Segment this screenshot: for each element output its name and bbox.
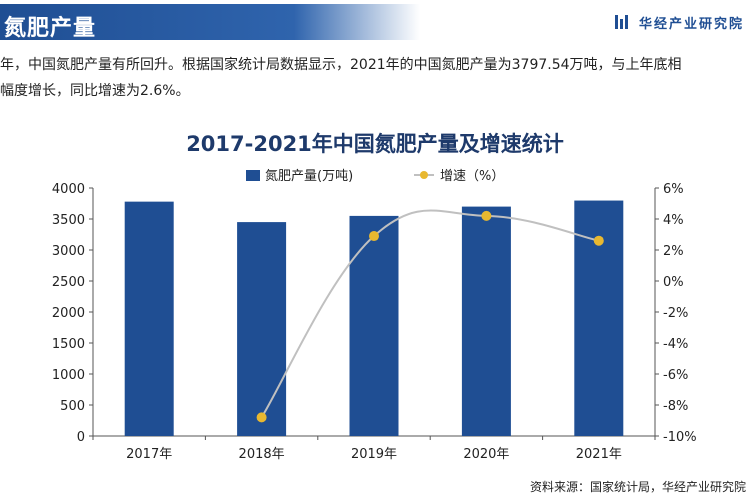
legend-bar-swatch	[246, 170, 260, 181]
legend-line-marker	[420, 171, 428, 179]
y-right-tick-label: 4%	[663, 213, 684, 228]
y-right-tick-label: -2%	[663, 306, 688, 321]
page-title: 氮肥产量	[4, 16, 97, 41]
y-left-tick-label: 1000	[52, 368, 85, 383]
bar	[461, 206, 511, 436]
description-line-2: 幅度增长，同比增速为2.6%。	[0, 83, 190, 99]
title-bar: 氮肥产量	[0, 4, 420, 41]
y-right-tick-label: 2%	[663, 244, 684, 259]
y-left-tick-label: 1500	[52, 337, 85, 352]
y-right-tick-label: 0%	[663, 275, 684, 290]
header: 氮肥产量 华经产业研究院	[0, 0, 750, 44]
brand-name: 华经产业研究院	[638, 16, 744, 32]
y-left-tick-label: 3500	[52, 213, 85, 228]
source-note: 资料来源：国家统计局，华经产业研究院	[529, 480, 746, 494]
brand: 华经产业研究院	[614, 10, 744, 34]
x-tick-label: 2018年	[239, 447, 285, 462]
legend-bar-label: 氮肥产量(万吨)	[265, 169, 353, 184]
bar	[237, 222, 287, 436]
x-tick-label: 2020年	[463, 447, 509, 462]
y-right-tick-label: -4%	[663, 337, 688, 352]
growth-point	[256, 412, 267, 423]
x-tick-label: 2019年	[351, 447, 397, 462]
y-right-tick-label: -10%	[663, 430, 697, 445]
growth-point	[593, 235, 604, 246]
y-right-tick-label: -8%	[663, 399, 688, 414]
y-right-tick-label: -6%	[663, 368, 688, 383]
description-line-1: 年，中国氮肥产量有所回升。根据国家统计局数据显示，2021年的中国氮肥产量为37…	[0, 57, 682, 73]
y-left-tick-label: 2000	[52, 306, 85, 321]
y-left-tick-label: 2500	[52, 275, 85, 290]
growth-line	[260, 209, 600, 418]
x-tick-label: 2021年	[576, 447, 622, 462]
description: 年，中国氮肥产量有所回升。根据国家统计局数据显示，2021年的中国氮肥产量为37…	[0, 52, 750, 104]
x-tick-label: 2017年	[126, 447, 172, 462]
bar	[349, 215, 399, 436]
growth-point	[369, 231, 379, 242]
legend-line-label: 增速（%）	[440, 169, 504, 184]
y-left-tick-label: 3000	[52, 244, 85, 259]
brand-logo-icon	[614, 13, 631, 31]
chart-title: 2017-2021年中国氮肥产量及增速统计	[186, 132, 564, 156]
y-left-tick-label: 0	[77, 430, 85, 445]
y-right-tick-label: 6%	[663, 182, 684, 197]
y-left-tick-label: 500	[60, 399, 85, 414]
y-left-tick-label: 4000	[52, 182, 85, 197]
bar	[124, 201, 174, 436]
growth-point	[481, 210, 492, 221]
